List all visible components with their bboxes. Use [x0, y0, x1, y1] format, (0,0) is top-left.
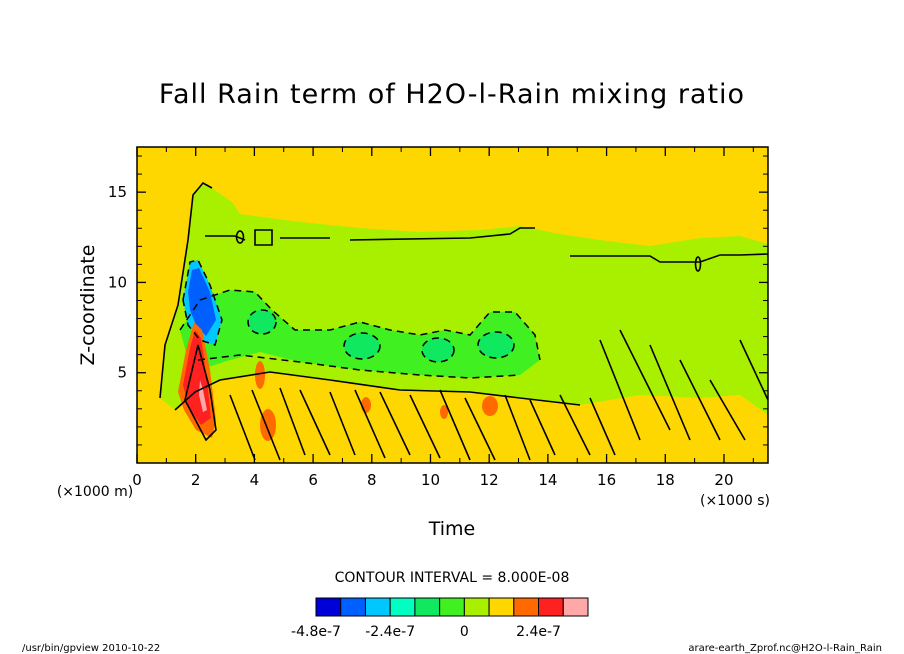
x-tick-label: 10	[421, 471, 440, 489]
colorbar-swatch	[340, 597, 366, 617]
colorbar-swatch	[538, 597, 564, 617]
region-orange-patch	[260, 409, 276, 441]
footer-right: arare-earth_Zprof.nc@H2O-l-Rain_Rain	[688, 643, 882, 654]
x-tick-label: 14	[538, 471, 557, 489]
x-tick-label: 8	[367, 471, 377, 489]
colorbar-swatch	[315, 597, 342, 617]
colorbar-swatch	[513, 597, 540, 617]
region-teal-eddy	[422, 338, 454, 362]
region-pink-core	[199, 380, 207, 412]
colorbar-swatch	[364, 597, 391, 617]
x-tick-label: 2	[191, 471, 201, 489]
x-tick-label: 20	[714, 471, 733, 489]
y-axis-label: Z-coordinate	[77, 245, 99, 366]
region-teal-eddy	[344, 333, 380, 359]
colorbar-label: -2.4e-7	[365, 624, 415, 640]
x-axis: 0 2 4 6 8 10 12 14 16 18 20	[132, 147, 754, 489]
y-tick-label: 15	[108, 183, 127, 201]
region-orange-patch	[482, 396, 498, 416]
y-tick-label: 10	[108, 273, 127, 291]
y-axis: 5 10 15	[108, 155, 768, 446]
x-unit-label: (×1000 s)	[700, 493, 770, 509]
contour-lines-negative	[179, 259, 541, 379]
x-tick-label: 18	[656, 471, 675, 489]
colorbar	[315, 597, 589, 617]
colorbar-labels: -4.8e-7 -2.4e-7 0 2.4e-7	[291, 624, 561, 640]
region-orange-patch	[255, 361, 265, 389]
x-tick-label: 4	[250, 471, 260, 489]
colorbar-swatch	[439, 597, 465, 617]
colorbar-swatch	[488, 597, 515, 617]
region-teal-eddy	[248, 310, 276, 334]
contour-lines	[159, 181, 769, 461]
colorbar-swatch	[463, 597, 490, 617]
chart-title: Fall Rain term of H2O-l-Rain mixing rati…	[159, 79, 745, 110]
contour-interval-label: CONTOUR INTERVAL = 8.000E-08	[335, 570, 570, 586]
region-orange-patch	[440, 405, 448, 419]
x-tick-label: 6	[308, 471, 318, 489]
region-teal-eddy	[478, 332, 514, 358]
x-tick-label: 12	[480, 471, 499, 489]
region-blue-core	[188, 268, 216, 336]
colorbar-swatch	[562, 597, 589, 617]
colorbar-label: -4.8e-7	[291, 624, 341, 640]
colorbar-swatch	[389, 597, 416, 617]
plot-area	[136, 146, 769, 464]
footer-left: /usr/bin/gpview 2010-10-22	[22, 643, 160, 654]
y-tick-label: 5	[117, 364, 127, 382]
x-axis-label: Time	[428, 518, 476, 540]
colorbar-swatch	[414, 597, 441, 617]
colorbar-label: 2.4e-7	[516, 624, 561, 640]
colorbar-label: 0	[460, 624, 469, 640]
region-orange-patch	[361, 397, 371, 413]
x-tick-label: 16	[597, 471, 616, 489]
plot-frame	[136, 146, 769, 464]
x-tick-label: 0	[132, 471, 142, 489]
y-unit-label: (×1000 m)	[57, 484, 133, 500]
